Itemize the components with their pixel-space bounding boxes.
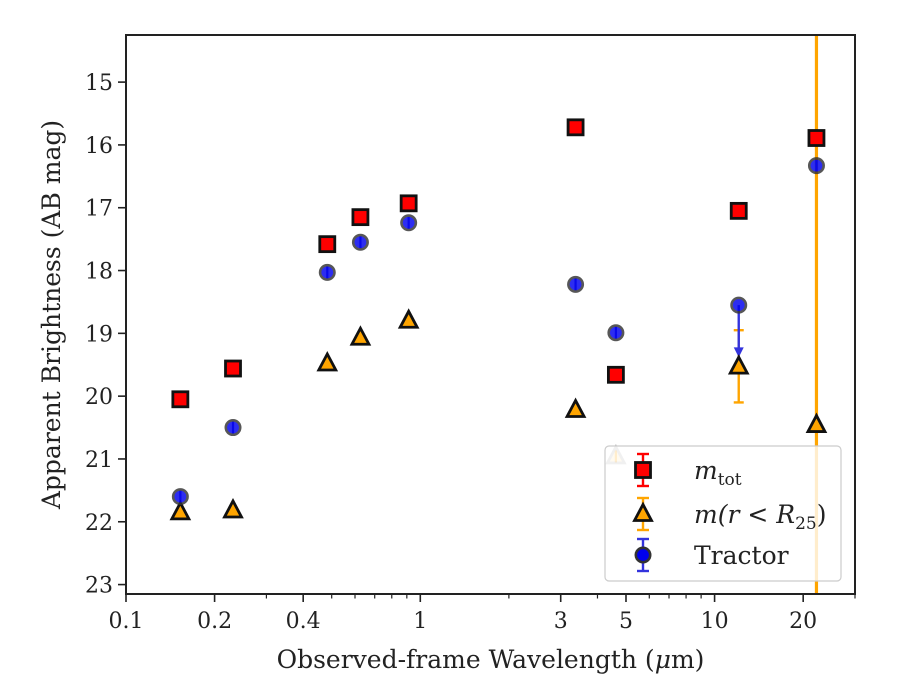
legend-marker-tractor bbox=[634, 546, 652, 564]
legend-marker-m-tot bbox=[634, 461, 652, 479]
x-label-text: m) bbox=[671, 645, 704, 674]
legend-label-tail: ) bbox=[817, 500, 827, 529]
x-tick-label: 1 bbox=[413, 609, 427, 634]
m-r25-point bbox=[727, 354, 750, 375]
m-tot-point bbox=[807, 129, 826, 147]
m-r25-point bbox=[349, 325, 372, 346]
legend-label-main: m bbox=[694, 456, 718, 485]
legend-label-m-r25: m(r < R25) bbox=[694, 500, 826, 534]
m-tot-point bbox=[351, 208, 370, 227]
m-tot-point bbox=[566, 118, 585, 137]
x-tick-label: 0.2 bbox=[197, 609, 232, 634]
m-tot-point bbox=[729, 201, 748, 220]
y-tick-label: 15 bbox=[85, 71, 113, 96]
y-tick-label: 18 bbox=[85, 260, 113, 285]
m-r25-point bbox=[397, 308, 420, 329]
legend-marker-m-r25 bbox=[632, 501, 654, 522]
plot-frame bbox=[125, 34, 856, 595]
tractor-point bbox=[224, 419, 242, 437]
tractor-point bbox=[171, 488, 189, 506]
x-tick-label: 3 bbox=[554, 609, 568, 634]
legend-label-main: m(r < R bbox=[694, 500, 795, 529]
y-tick-label: 17 bbox=[85, 197, 113, 222]
legend-label-main: Tractor bbox=[694, 541, 789, 570]
m-r25-point bbox=[316, 351, 339, 372]
x-label-text: Observed-frame Wavelength ( bbox=[277, 645, 655, 674]
legend-entry-m-tot: mtot bbox=[634, 452, 742, 490]
axis-ticks: 0.1 0.2 0.4 1 3 5 10 20 15 16 17 18 19 20 21 22 23 bbox=[85, 71, 856, 634]
x-tick-label: 20 bbox=[789, 609, 817, 634]
tractor-limit-arrow bbox=[733, 347, 744, 358]
x-label-mu: μ bbox=[655, 645, 671, 674]
y-tick-label: 23 bbox=[85, 574, 113, 599]
x-axis-label: Observed-frame Wavelength (μm) bbox=[277, 645, 705, 674]
legend-entry-m-r25: m(r < R25) bbox=[632, 496, 826, 534]
x-tick-label: 0.4 bbox=[286, 609, 321, 634]
tractor-point bbox=[607, 324, 625, 342]
m-tot-point bbox=[399, 194, 418, 213]
tractor-point bbox=[567, 275, 585, 293]
tractor-point bbox=[807, 157, 825, 175]
m-r25-point bbox=[169, 499, 192, 521]
m-tot-point bbox=[318, 235, 337, 254]
legend-label-m-tot: mtot bbox=[694, 456, 742, 490]
y-tick-label: 16 bbox=[85, 134, 113, 159]
x-tick-label: 5 bbox=[619, 609, 633, 634]
m-r25-point bbox=[222, 497, 244, 519]
x-tick-label: 10 bbox=[701, 609, 729, 634]
legend-box bbox=[604, 445, 842, 582]
m-r25-point bbox=[805, 412, 828, 433]
y-tick-label: 19 bbox=[85, 322, 113, 347]
tractor-point bbox=[318, 263, 336, 281]
x-tick-label: 0.1 bbox=[109, 609, 144, 634]
m-r25-point bbox=[564, 397, 587, 418]
tractor-point bbox=[730, 296, 748, 314]
m-tot-point bbox=[224, 359, 242, 378]
legend-label-tractor: Tractor bbox=[694, 541, 789, 570]
legend-entry-tractor: Tractor bbox=[634, 537, 789, 573]
m-tot-point bbox=[171, 390, 190, 409]
tractor-point bbox=[351, 233, 369, 251]
legend-label-sub: tot bbox=[718, 470, 742, 490]
tractor-point bbox=[400, 214, 418, 232]
y-tick-label: 21 bbox=[85, 448, 113, 473]
y-axis-label: Apparent Brightness (AB mag) bbox=[37, 120, 66, 510]
legend-label-sub: 25 bbox=[795, 514, 817, 534]
data-markers bbox=[169, 118, 828, 521]
y-tick-label: 22 bbox=[85, 511, 113, 536]
m-tot-point bbox=[606, 365, 625, 384]
legend: mtot m(r < R25) Tractor bbox=[604, 445, 842, 582]
y-tick-label: 20 bbox=[85, 385, 113, 410]
